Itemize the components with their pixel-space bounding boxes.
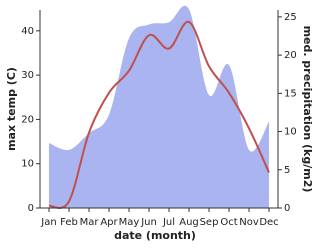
y2-tick-label: 10 [284, 127, 297, 138]
y-axis-label: max temp (C) [5, 67, 18, 151]
chart: date (month) max temp (C) med. precipita… [5, 5, 314, 242]
x-tick-label: Aug [179, 217, 199, 228]
y2-tick-label: 20 [284, 50, 297, 61]
x-tick-label: Jun [140, 217, 157, 228]
x-tick-label: Sep [200, 217, 219, 228]
y2-tick-label: 15 [284, 88, 297, 99]
x-tick-label: Dec [259, 217, 278, 228]
x-axis-label: date (month) [114, 229, 196, 242]
x-tick-label: Mar [80, 217, 100, 228]
x-tick-label: May [119, 217, 140, 228]
y-tick-label: 0 [28, 203, 34, 214]
temp-line [48, 20, 270, 209]
y-tick-label: 10 [21, 159, 34, 170]
x-tick-label: Jul [162, 217, 175, 228]
x-tick-label: Feb [60, 217, 78, 228]
x-tick-label: Jan [40, 217, 56, 228]
x-tick-label: Apr [100, 217, 118, 228]
y-tick-label: 40 [21, 26, 34, 37]
y-tick-label: 20 [21, 114, 34, 125]
precipitation-area [49, 5, 269, 208]
y2-tick-label: 5 [284, 165, 290, 176]
x-tick-label: Nov [239, 217, 259, 228]
x-tick-label: Oct [220, 217, 237, 228]
y2-axis-label: med. precipitation (kg/m2) [301, 26, 314, 193]
axes [39, 10, 279, 209]
y2-tick-label: 25 [284, 12, 297, 23]
y2-tick-label: 0 [284, 203, 290, 214]
y-tick-label: 30 [21, 70, 34, 81]
